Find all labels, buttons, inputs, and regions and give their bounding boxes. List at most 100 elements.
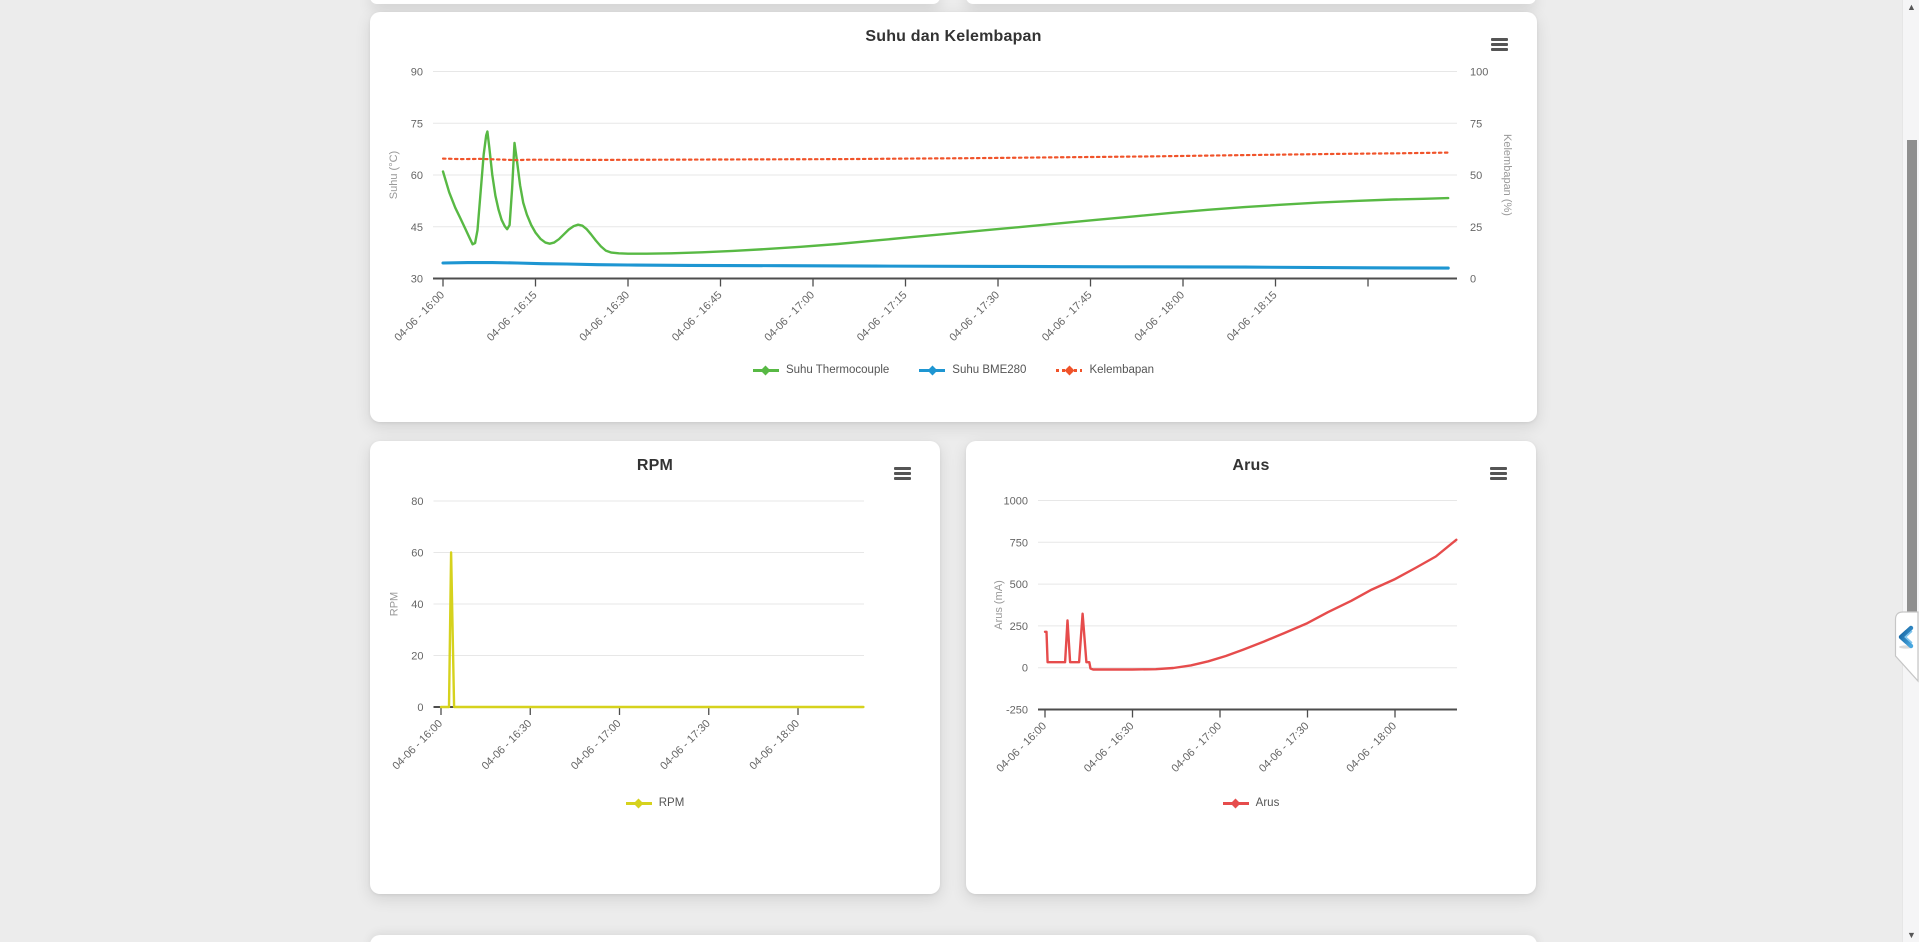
svg-text:04-06 - 18:15: 04-06 - 18:15 [1225, 289, 1280, 344]
svg-text:04-06 - 16:00: 04-06 - 16:00 [994, 720, 1049, 775]
next-row-card-sliver [370, 935, 1537, 942]
svg-text:40: 40 [411, 599, 423, 611]
gridlines [433, 500, 864, 708]
svg-text:30: 30 [411, 274, 423, 286]
chart-title: Suhu dan Kelembapan [865, 28, 1042, 45]
legend-marker [625, 798, 652, 808]
chart-legend: RPM [370, 797, 940, 809]
svg-text:04-06 - 16:30: 04-06 - 16:30 [1082, 720, 1137, 775]
chart-legend: Arus [966, 797, 1536, 809]
legend-marker [1222, 798, 1249, 808]
chart-card-rpm: RPM 0 20 40 60 80 04-06 - 16:00 04-06 - 16:30 0… [370, 441, 940, 894]
svg-text:04-06 - 17:30: 04-06 - 17:30 [658, 718, 713, 773]
hamburger-menu-icon[interactable] [1491, 38, 1508, 52]
legend-item-kelembapan[interactable]: Kelembapan [1056, 364, 1154, 376]
y-axis-labels: -250 0 250 500 750 1000 [1004, 496, 1028, 717]
series-line-0 [441, 130, 1450, 255]
x-axis-ticks-labels: 04-06 - 16:00 04-06 - 16:30 04-06 - 17:00 0… [994, 709, 1399, 775]
svg-text:75: 75 [1470, 118, 1482, 130]
svg-text:0: 0 [1022, 663, 1028, 675]
svg-text:80: 80 [411, 496, 423, 508]
legend-label: Kelembapan [1089, 364, 1155, 376]
legend-marker [919, 365, 946, 375]
chart-card-suhu-kelembapan: Suhu dan Kelembapan 30 45 60 75 90 0 25 50 75 100… [370, 12, 1537, 422]
panel-toggle-button[interactable] [1893, 611, 1919, 685]
svg-text:04-06 - 16:00: 04-06 - 16:00 [392, 289, 447, 344]
svg-text:60: 60 [411, 548, 423, 560]
legend-label: RPM [658, 797, 685, 809]
legend-item-suhu-bme280[interactable]: Suhu BME280 [919, 364, 1026, 376]
svg-text:100: 100 [1470, 67, 1488, 79]
svg-text:45: 45 [411, 222, 423, 234]
prev-row-card-sliver-right [966, 0, 1536, 4]
series-line-2 [441, 151, 1450, 162]
legend-label: Suhu BME280 [952, 364, 1027, 376]
svg-text:25: 25 [1470, 222, 1482, 234]
scrollbar-down-arrow[interactable]: ▼ [1907, 930, 1916, 940]
legend-item-suhu-thermocouple[interactable]: Suhu Thermocouple [752, 364, 890, 376]
svg-text:04-06 - 17:15: 04-06 - 17:15 [855, 289, 910, 344]
svg-text:04-06 - 17:00: 04-06 - 17:00 [1169, 720, 1224, 775]
svg-text:04-06 - 17:45: 04-06 - 17:45 [1040, 289, 1095, 344]
svg-text:-250: -250 [1006, 705, 1028, 717]
svg-text:04-06 - 16:30: 04-06 - 16:30 [480, 718, 535, 773]
series-lines [439, 551, 865, 709]
svg-text:04-06 - 17:00: 04-06 - 17:00 [762, 289, 817, 344]
svg-text:20: 20 [411, 651, 423, 663]
svg-text:50: 50 [1470, 170, 1482, 182]
svg-text:Arus (mA): Arus (mA) [993, 580, 1005, 630]
svg-text:RPM: RPM [389, 592, 401, 616]
hamburger-menu-icon[interactable] [894, 467, 911, 481]
svg-text:75: 75 [411, 118, 423, 130]
axis-titles: Arus (mA) [993, 580, 1005, 630]
double-chevron-left-icon [1894, 611, 1919, 683]
legend-item-arus[interactable]: Arus [1222, 797, 1280, 809]
svg-text:04-06 - 16:00: 04-06 - 16:00 [390, 718, 445, 773]
scrollbar-up-arrow[interactable]: ▲ [1907, 2, 1916, 12]
svg-text:250: 250 [1010, 621, 1028, 633]
axis-titles: Suhu (°C) Kelembapan (%) [388, 134, 1513, 216]
svg-text:04-06 - 18:00: 04-06 - 18:00 [1132, 289, 1187, 344]
legend-label: Suhu Thermocouple [785, 364, 890, 376]
svg-text:Suhu (°C): Suhu (°C) [388, 151, 400, 199]
legend-item-rpm[interactable]: RPM [625, 797, 685, 809]
gridlines [433, 71, 1457, 280]
svg-text:1000: 1000 [1004, 496, 1028, 508]
chart-card-arus: Arus -250 0 250 500 750 1000 04-06 - 16:00 04-0… [966, 441, 1536, 894]
gridlines [1038, 500, 1457, 711]
svg-text:04-06 - 18:00: 04-06 - 18:00 [1344, 720, 1399, 775]
svg-text:04-06 - 18:00: 04-06 - 18:00 [747, 718, 802, 773]
svg-text:60: 60 [411, 170, 423, 182]
x-axis-ticks-labels: 04-06 - 16:00 04-06 - 16:15 04-06 - 16:30 0… [392, 278, 1369, 344]
series-line-1 [441, 261, 1450, 270]
svg-text:04-06 - 17:30: 04-06 - 17:30 [1257, 720, 1312, 775]
scrollbar-track[interactable]: ▲ ▼ [1902, 0, 1919, 942]
legend-marker [752, 365, 779, 375]
chart-title: Arus [1232, 457, 1270, 474]
svg-text:04-06 - 16:45: 04-06 - 16:45 [670, 289, 725, 344]
svg-text:750: 750 [1010, 537, 1028, 549]
prev-row-card-sliver-left [370, 0, 940, 4]
x-axis-ticks-labels: 04-06 - 16:00 04-06 - 16:30 04-06 - 17:00 0… [390, 707, 802, 772]
y-axis-labels: 30 45 60 75 90 0 25 50 75 100 [411, 67, 1489, 286]
axis-titles: RPM [389, 592, 401, 616]
svg-text:04-06 - 17:00: 04-06 - 17:00 [569, 718, 624, 773]
hamburger-menu-icon[interactable] [1490, 467, 1507, 481]
legend-label: Arus [1255, 797, 1280, 809]
svg-text:04-06 - 17:30: 04-06 - 17:30 [947, 289, 1002, 344]
svg-text:04-06 - 16:30: 04-06 - 16:30 [577, 289, 632, 344]
svg-text:500: 500 [1010, 579, 1028, 591]
svg-text:Kelembapan (%): Kelembapan (%) [1501, 134, 1513, 216]
svg-text:0: 0 [417, 702, 423, 714]
legend-marker [1056, 365, 1083, 375]
y-axis-labels: 0 20 40 60 80 [411, 496, 423, 714]
chart-legend: Suhu Thermocouple Suhu BME280 Kelembapan [370, 364, 1537, 376]
svg-text:90: 90 [411, 67, 423, 79]
svg-text:0: 0 [1470, 274, 1476, 286]
chart-title: RPM [636, 457, 674, 474]
scrollbar-thumb[interactable] [1906, 140, 1917, 613]
